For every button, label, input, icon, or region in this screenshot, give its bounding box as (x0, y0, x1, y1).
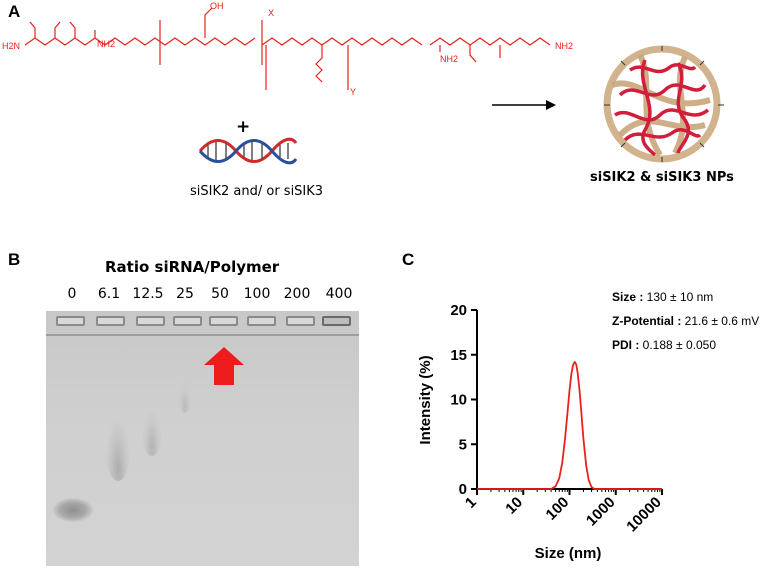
panel-letter-c: C (402, 250, 415, 269)
lane-label: 200 (283, 286, 311, 302)
gel-smear (142, 411, 162, 456)
gel-band-free-sirna (53, 498, 93, 522)
y-tick-label: 15 (450, 347, 467, 364)
x-tick-label: 1000 (583, 494, 619, 530)
gel-well (286, 316, 315, 326)
amine-terminal-left-label: H2N (2, 41, 20, 51)
amine-terminal-right-label: NH2 (555, 41, 573, 51)
gel-smear (178, 381, 192, 413)
y-tick-label: 20 (450, 302, 467, 319)
gel-well (56, 316, 85, 326)
nh2-label-left: NH2 (97, 39, 115, 49)
dls-size-distribution-chart: 0 5 10 15 20 1 10 100 1000 10000 Intensity (%) Si… (417, 302, 665, 562)
property-value: 21.6 ± 0.6 mV (681, 314, 760, 328)
hydroxyl-label: OH (210, 1, 224, 11)
y-axis-label: Intensity (%) (417, 355, 434, 444)
gel-smear (106, 421, 130, 481)
chart-axes: 0 5 10 15 20 1 10 100 1000 10000 (450, 302, 665, 535)
gel-well (136, 316, 165, 326)
lane-label: 0 (67, 286, 77, 302)
y-tick-label: 0 (459, 481, 467, 498)
repeat-y-label: Y (350, 87, 356, 97)
lane-label: 25 (176, 286, 194, 302)
agarose-gel-image (46, 311, 359, 566)
polymer-structure: H2N NH2 OH X Y NH2 NH2 (2, 1, 573, 110)
x-tick-label: 10000 (623, 494, 665, 536)
dls-property-size: Size : 130 ± 10 nm (612, 290, 713, 304)
intensity-series-line (477, 361, 662, 490)
dna-helix-icon (198, 137, 298, 165)
property-value: 0.188 ± 0.050 (639, 338, 716, 352)
lane-labels: 0 6.1 12.5 25 50 100 200 400 (46, 286, 359, 306)
x-tick-label: 1 (462, 494, 480, 512)
repeat-x-label: X (268, 8, 274, 18)
gel-well (173, 316, 202, 326)
y-tick-label: 10 (450, 392, 467, 409)
gel-well (209, 316, 238, 326)
x-tick-label: 10 (502, 494, 526, 518)
property-label: PDI : (612, 338, 640, 352)
reaction-arrow-icon (546, 100, 556, 110)
nanoparticle-caption: siSIK2 & siSIK3 NPs (590, 170, 734, 185)
property-label: Size : (612, 290, 644, 304)
x-tick-label: 100 (543, 494, 573, 524)
dls-property-pdi: PDI : 0.188 ± 0.050 (612, 338, 716, 352)
nanoparticle-icon (603, 45, 724, 163)
property-label: Z-Potential : (612, 314, 682, 328)
panel-letter-a: A (8, 2, 21, 21)
lane-label: 6.1 (97, 286, 121, 302)
y-tick-label: 5 (459, 436, 467, 453)
lane-label: 400 (325, 286, 353, 302)
x-axis-label: Size (nm) (535, 545, 602, 562)
lane-label: 100 (243, 286, 271, 302)
gel-well-line (46, 334, 359, 336)
gel-title: Ratio siRNA/Polymer (105, 258, 280, 276)
gel-well (322, 316, 351, 326)
property-value: 130 ± 10 nm (643, 290, 714, 304)
nh2-label-right: NH2 (440, 54, 458, 64)
lane-label: 50 (211, 286, 229, 302)
gel-well (96, 316, 125, 326)
dls-property-zeta: Z-Potential : 21.6 ± 0.6 mV (612, 314, 759, 328)
up-arrow-icon (204, 347, 244, 385)
sirna-caption: siSIK2 and/ or siSIK3 (190, 184, 324, 199)
chart-series (477, 361, 662, 490)
plus-sign: + (236, 117, 251, 137)
panel-letter-b: B (8, 250, 21, 269)
lane-label: 12.5 (132, 286, 164, 302)
gel-well (247, 316, 276, 326)
